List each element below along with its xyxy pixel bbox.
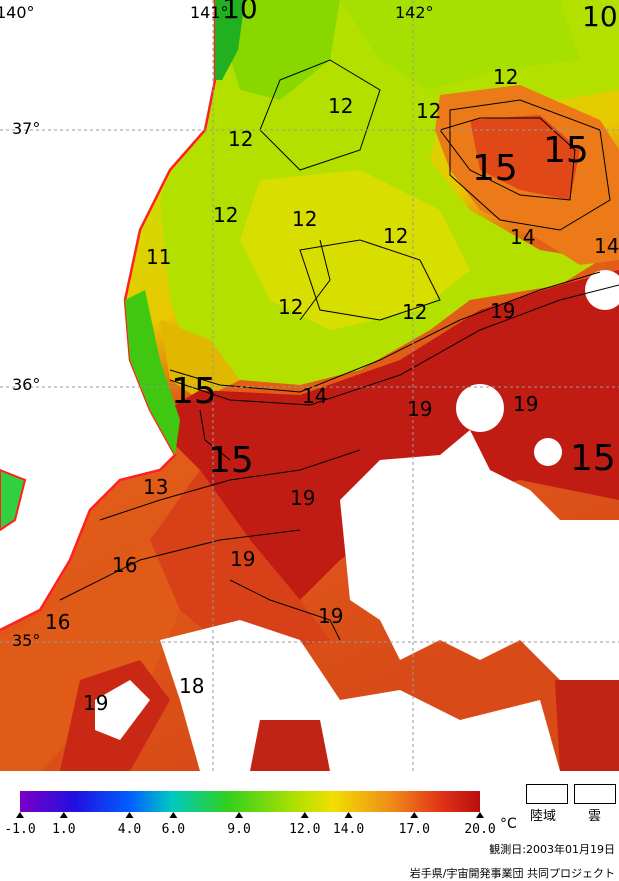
cloud-swatch <box>574 784 616 804</box>
cloud-mass-south <box>160 620 560 771</box>
lon-label: 140° <box>0 3 35 22</box>
observation-date: 観測日:2003年01月19日 <box>489 843 615 856</box>
northern-green-strip <box>215 0 245 80</box>
cloud-label: 雲 <box>588 809 602 824</box>
contour-label: 16 <box>112 553 137 577</box>
cloud-southwest <box>95 680 150 740</box>
colorbar-tick-mark <box>300 812 309 818</box>
colorbar-tick-label: 6.0 <box>162 822 185 837</box>
contour-label: 19 <box>83 691 108 715</box>
cloud-round-3 <box>585 270 619 310</box>
coordinate-labels: 140° 141° 142° 37° 36° 35° <box>0 3 434 650</box>
colorbar-tick-label: 20.0 <box>464 822 495 837</box>
contour-label: 19 <box>290 486 315 510</box>
colorbar-tick-mark <box>169 812 178 818</box>
colorbar-tick-label: -1.0 <box>4 822 35 837</box>
south-orange <box>0 540 180 771</box>
contour-label: 16 <box>45 610 70 634</box>
colorbar-tick-mark <box>59 812 68 818</box>
contour-label: 12 <box>328 94 353 118</box>
contour-label: 14 <box>594 234 619 258</box>
colorbar-tick-label: 4.0 <box>118 822 141 837</box>
contour-label: 12 <box>402 300 427 324</box>
colorbar-tick-mark <box>344 812 353 818</box>
contour-label: 15 <box>208 440 254 481</box>
land-honshu <box>0 0 215 630</box>
colorbar: -1.0 1.0 4.0 6.0 9.0 12.0 14.0 17.0 20.0 <box>4 791 496 837</box>
colorbar-ticks: -1.0 1.0 4.0 6.0 9.0 12.0 14.0 17.0 20.0 <box>4 812 496 837</box>
land-label: 陸域 <box>530 809 557 824</box>
s-red-patch <box>250 720 340 771</box>
contour-label: 14 <box>510 225 535 249</box>
contour-value-labels: 10 10 12 12 12 12 12 12 12 12 12 11 14 1… <box>45 0 619 715</box>
contour-label: 19 <box>318 604 343 628</box>
contour-label: 19 <box>230 547 255 571</box>
contour-label: 13 <box>143 475 168 499</box>
kuroshio-south <box>150 470 330 660</box>
colorbar-tick-label: 14.0 <box>333 822 364 837</box>
contour-label: 14 <box>302 384 327 408</box>
lon-label: 141° <box>190 3 229 22</box>
coastal-green-strip <box>125 290 180 455</box>
colorbar-tick-mark <box>476 812 484 818</box>
contour-label: 19 <box>490 299 515 323</box>
colorbar-tick-label: 9.0 <box>227 822 250 837</box>
coastal-inlet <box>0 468 27 532</box>
contour-label: 12 <box>292 207 317 231</box>
legend-panel: -1.0 1.0 4.0 6.0 9.0 12.0 14.0 17.0 20.0 °C 陸域 雲… <box>0 771 619 881</box>
contour-label: 18 <box>179 674 204 698</box>
contour-label: 12 <box>493 65 518 89</box>
cloud-round-1 <box>456 384 504 432</box>
colorbar-tick-mark <box>16 812 24 818</box>
lon-label: 142° <box>395 3 434 22</box>
contour-lines <box>59 59 619 641</box>
colorbar-tick-label: 1.0 <box>52 822 75 837</box>
colorbar-tick-mark <box>235 812 244 818</box>
contour-label: 15 <box>543 130 589 171</box>
contour-label: 15 <box>171 371 217 412</box>
colorbar-tick-mark <box>125 812 134 818</box>
contour-label: 12 <box>278 295 303 319</box>
cloud-mass-central <box>340 430 619 680</box>
lat-label: 36° <box>12 375 40 394</box>
green-patch <box>215 0 340 100</box>
unit-label: °C <box>500 816 517 832</box>
contour-label: 15 <box>472 148 518 189</box>
cloud-round-2 <box>534 438 562 466</box>
colorbar-tick-label: 17.0 <box>399 822 430 837</box>
contour-label: 12 <box>228 127 253 151</box>
contour-label: 11 <box>146 245 171 269</box>
contour-label: 12 <box>213 203 238 227</box>
contour-label: 12 <box>383 224 408 248</box>
lat-label: 35° <box>12 631 40 650</box>
sst-map: 140° 141° 142° 37° 36° 35° 10 10 12 12 1… <box>0 0 619 771</box>
colorbar-tick-mark <box>410 812 419 818</box>
se-red-patch <box>555 680 619 771</box>
lat-label: 37° <box>12 119 40 138</box>
yellow-patch-2 <box>160 320 240 400</box>
kuroshio-band <box>150 270 619 600</box>
contour-label: 10 <box>222 0 258 25</box>
credit-line: 岩手県/宇宙開発事業団 共同プロジェクト <box>409 867 615 880</box>
colorbar-tick-label: 12.0 <box>289 822 320 837</box>
contour-label: 15 <box>570 438 616 479</box>
contour-label: 19 <box>407 397 432 421</box>
land-swatch <box>526 784 568 804</box>
contour-label: 12 <box>416 99 441 123</box>
green-patch-2 <box>340 0 580 90</box>
graticule <box>0 0 619 771</box>
contour-label: 19 <box>513 392 538 416</box>
warm-eddy-ne-core <box>470 115 580 200</box>
colorbar-gradient <box>20 791 480 812</box>
contour-label: 10 <box>582 0 618 33</box>
